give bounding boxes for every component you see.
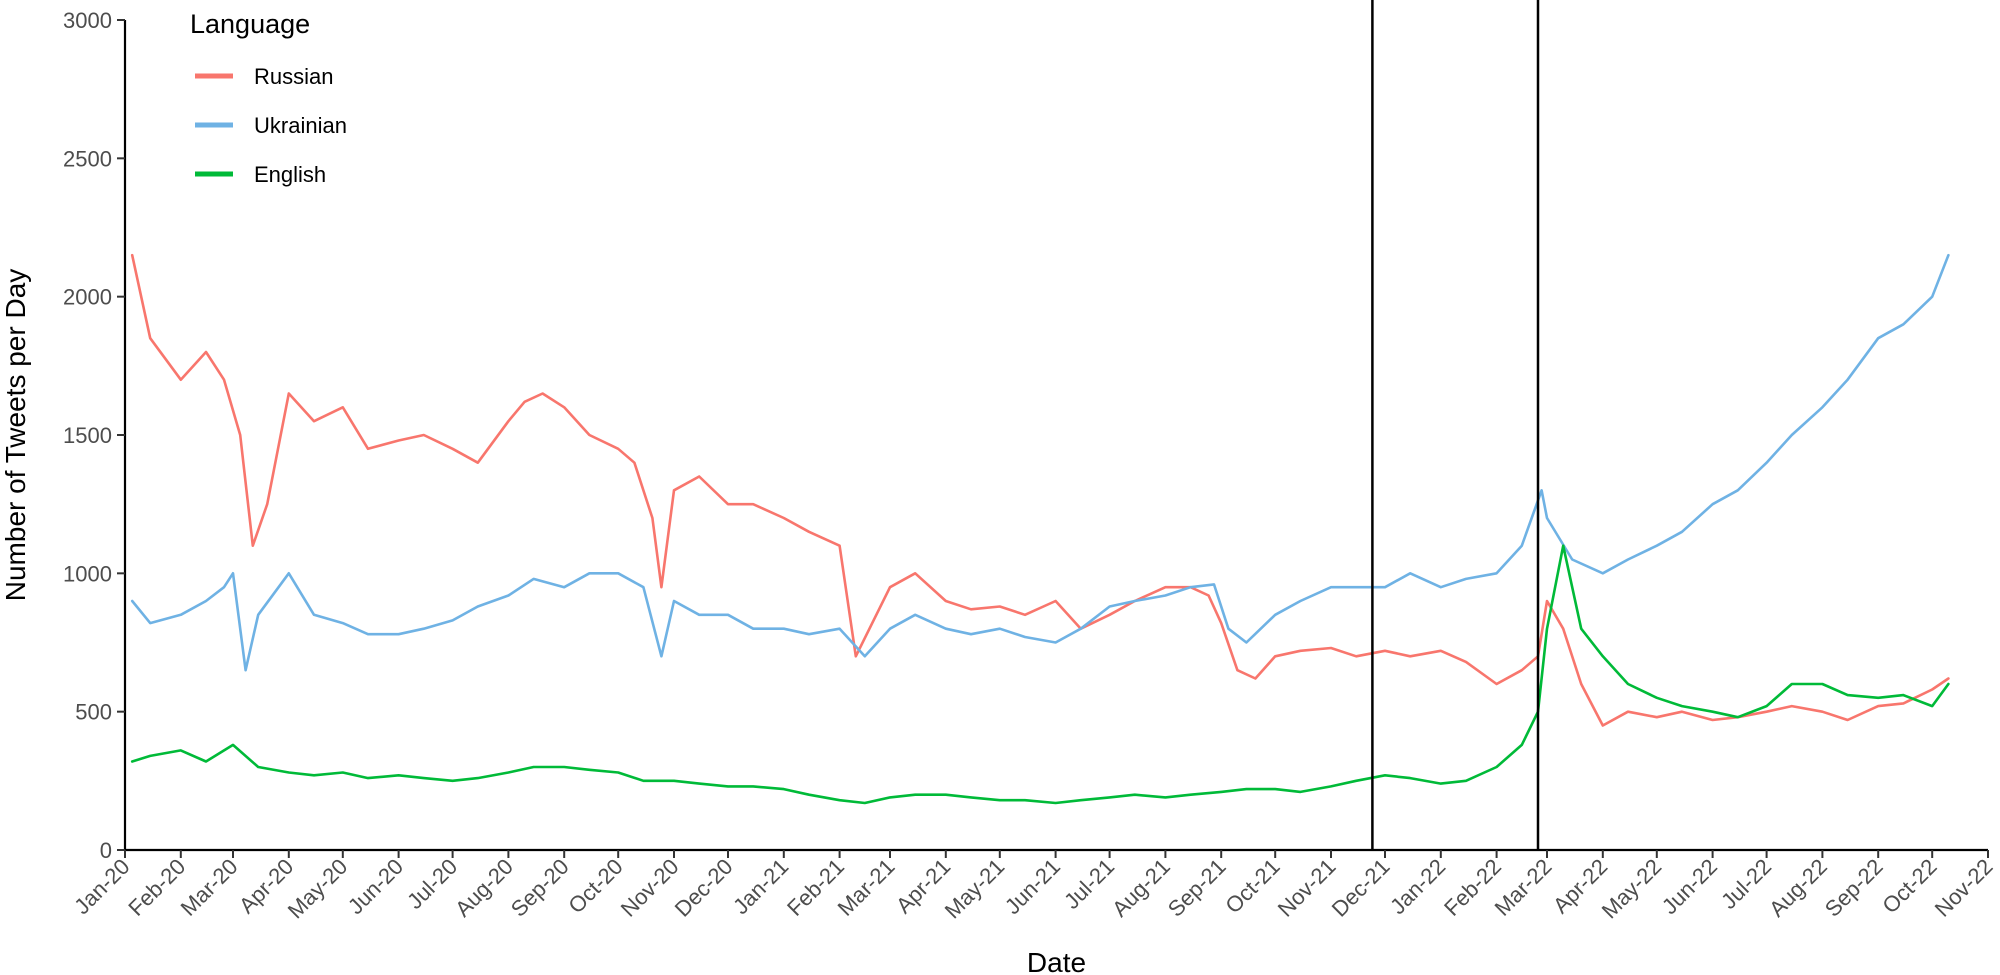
x-tick-label: Jan-22 [1385, 854, 1450, 919]
x-tick-label: Mar-21 [833, 854, 900, 921]
series-line-russian [130, 253, 1950, 727]
x-tick-label: Jun-21 [1000, 854, 1065, 919]
event-lines [1371, 0, 1540, 850]
series-line-ukrainian [130, 253, 1950, 672]
y-tick-label: 500 [75, 700, 112, 725]
x-tick-label: May-20 [283, 854, 353, 924]
y-tick-label: 0 [100, 838, 112, 863]
legend-title: Language [190, 9, 310, 39]
legend-label-english: English [254, 162, 326, 187]
series-lines [130, 253, 1950, 805]
y-tick-label: 2000 [63, 285, 112, 310]
y-tick-label: 3000 [63, 8, 112, 33]
x-tick-label: Sep-22 [1820, 854, 1888, 922]
x-tick-label: Jun-20 [343, 854, 408, 919]
x-tick-label: Jun-22 [1657, 854, 1722, 919]
y-tick-label: 1500 [63, 423, 112, 448]
x-tick-label: Aug-20 [450, 854, 518, 922]
y-axis-title: Number of Tweets per Day [0, 269, 31, 602]
x-tick-label: Oct-21 [1220, 854, 1284, 918]
x-tick-label: Mar-20 [176, 854, 243, 921]
series-line-english [130, 544, 1950, 805]
axes: 050010001500200025003000Jan-20Feb-20Mar-… [63, 8, 1997, 923]
x-tick-label: Jan-21 [728, 854, 793, 919]
x-tick-label: Aug-22 [1764, 854, 1832, 922]
x-tick-label: Feb-20 [123, 854, 190, 921]
x-tick-label: Nov-20 [616, 854, 684, 922]
x-tick-label: Nov-22 [1930, 854, 1998, 922]
x-tick-label: Oct-22 [1877, 854, 1941, 918]
x-tick-label: Oct-20 [563, 854, 627, 918]
x-tick-label: Jan-20 [69, 854, 134, 919]
x-tick-label: Dec-21 [1327, 854, 1395, 922]
x-tick-label: May-22 [1597, 854, 1667, 924]
x-tick-label: May-21 [940, 854, 1010, 924]
x-axis-title: Date [1027, 947, 1086, 975]
x-tick-label: Sep-20 [506, 854, 574, 922]
legend-label-russian: Russian [254, 64, 333, 89]
y-tick-label: 1000 [63, 561, 112, 586]
legend: Language Russian Ukrainian English [190, 9, 347, 187]
y-tick-label: 2500 [63, 146, 112, 171]
x-tick-label: Mar-22 [1490, 854, 1557, 921]
legend-label-ukrainian: Ukrainian [254, 113, 347, 138]
x-tick-label: Dec-20 [670, 854, 738, 922]
x-tick-label: Sep-21 [1163, 854, 1231, 922]
x-tick-label: Nov-21 [1273, 854, 1341, 922]
x-tick-label: Aug-21 [1107, 854, 1175, 922]
